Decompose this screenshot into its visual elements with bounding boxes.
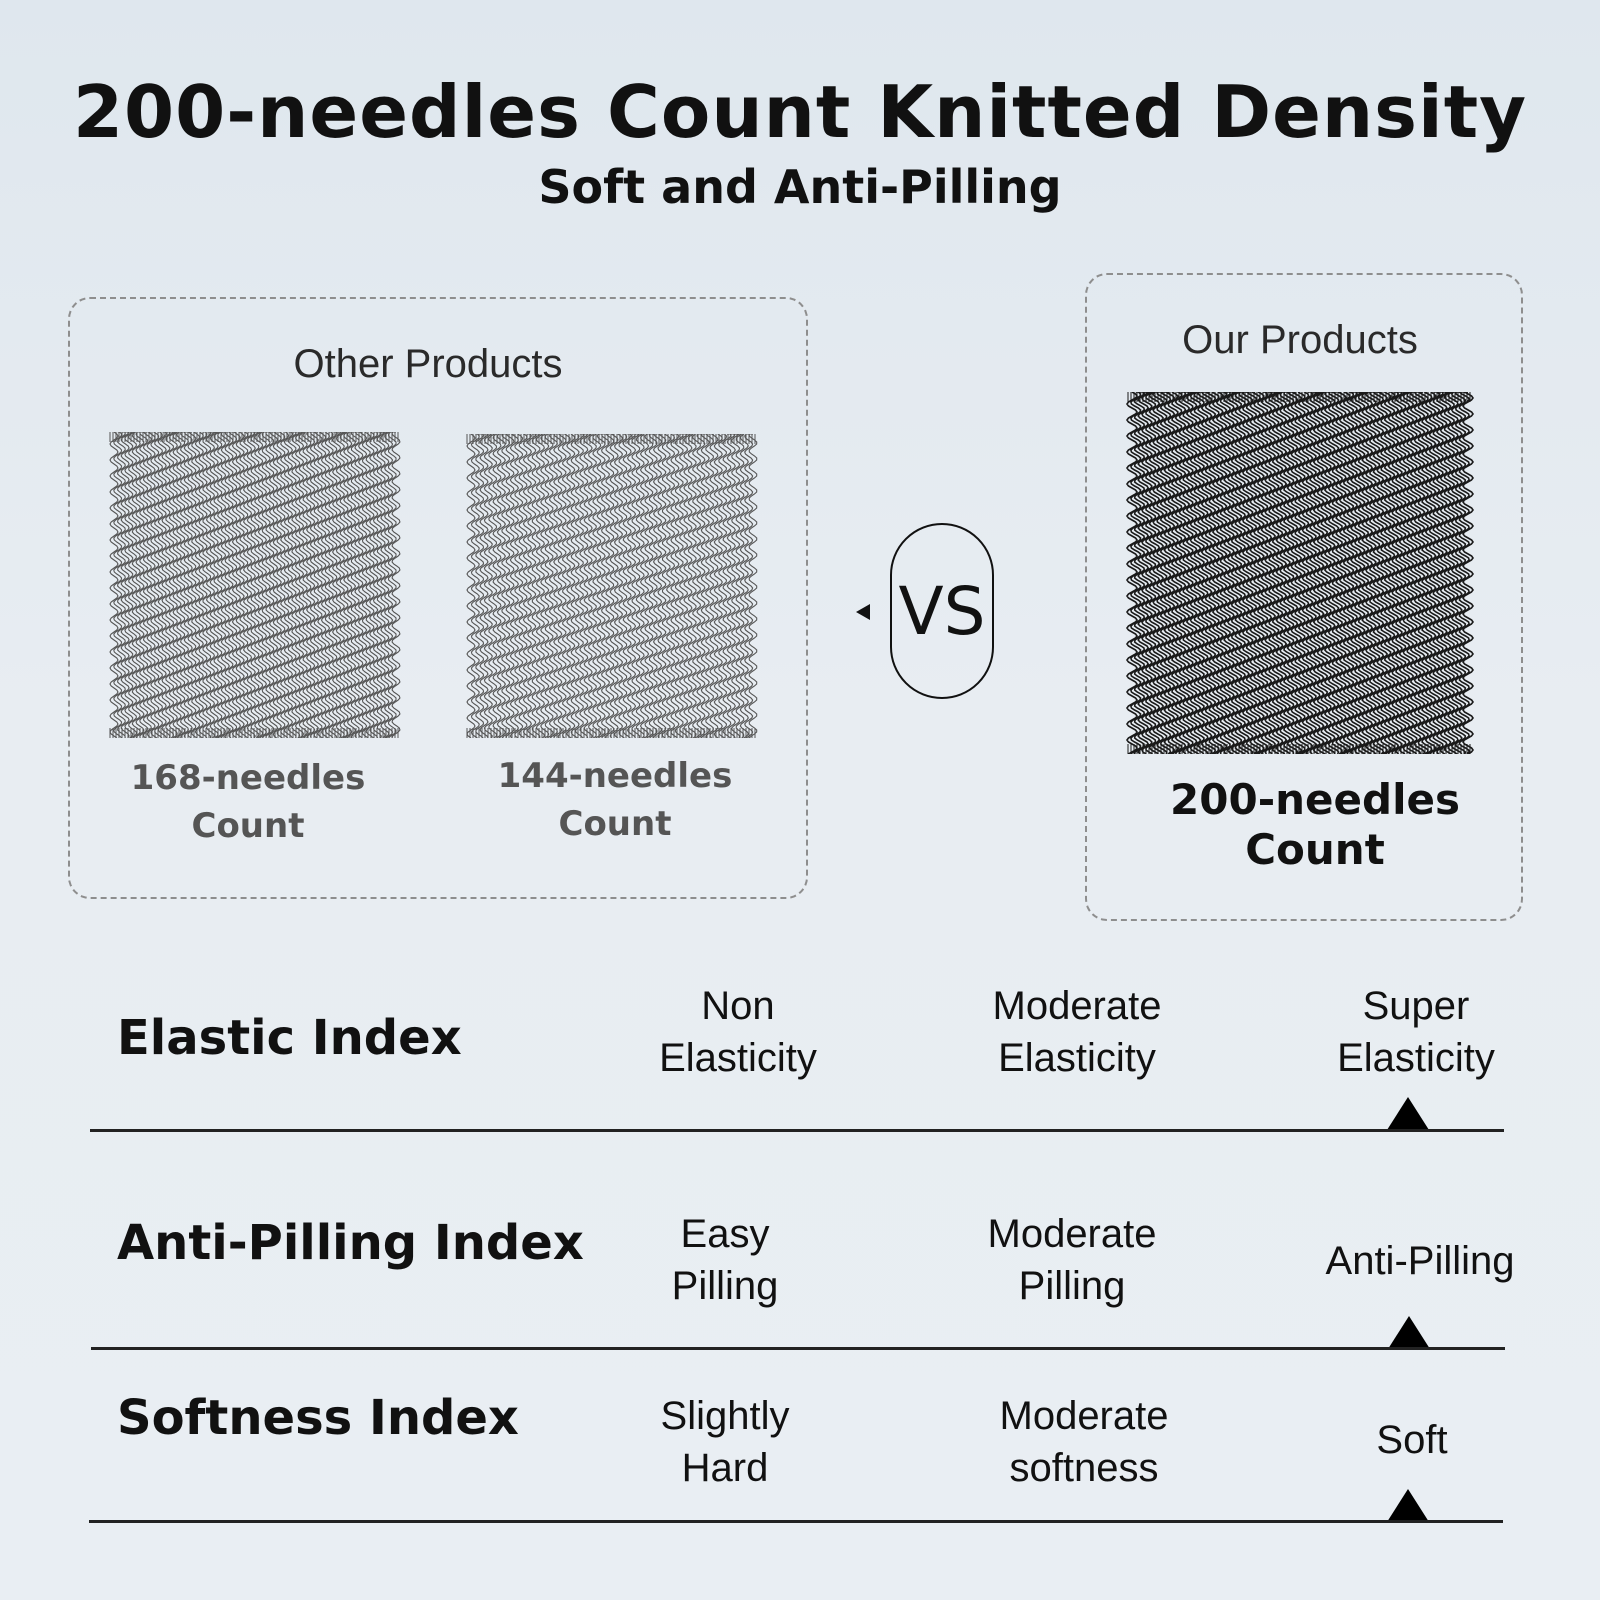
needles-200-line2: Count xyxy=(1245,825,1385,874)
needles-168-line2: Count xyxy=(191,806,305,846)
softness-marker-icon xyxy=(1387,1489,1429,1522)
pilling-scale-line xyxy=(91,1347,1505,1350)
vs-arrow-icon xyxy=(856,604,870,620)
needles-144-line2: Count xyxy=(558,804,672,844)
elastic-level-1-line1: Non xyxy=(701,984,775,1028)
elastic-marker-icon xyxy=(1387,1097,1429,1130)
pilling-level-2-line1: Moderate xyxy=(987,1212,1157,1256)
needles-144-label: 144-needles Count xyxy=(475,752,755,848)
pilling-level-3-line1: Anti-Pilling xyxy=(1325,1239,1515,1283)
pilling-level-1: Easy Pilling xyxy=(595,1208,855,1312)
anti-pilling-index-label: Anti-Pilling Index xyxy=(117,1215,584,1271)
needles-168-line1: 168-needles xyxy=(130,758,366,798)
vs-badge: VS xyxy=(890,523,994,699)
elastic-scale-line xyxy=(90,1129,1504,1132)
page-title: 200-needles Count Knitted Density xyxy=(72,70,1528,154)
fabric-200-needles-image xyxy=(1126,392,1474,754)
softness-level-2: Moderate softness xyxy=(954,1390,1214,1494)
elastic-level-1-line2: Elasticity xyxy=(659,1036,817,1080)
softness-scale-line xyxy=(89,1520,1503,1523)
pilling-level-2-line2: Pilling xyxy=(1018,1264,1126,1308)
elastic-level-2: Moderate Elasticity xyxy=(947,980,1207,1084)
softness-level-1: Slightly Hard xyxy=(595,1390,855,1494)
other-products-label: Other Products xyxy=(293,342,563,386)
needles-200-label: 200-needles Count xyxy=(1145,775,1485,875)
our-products-label: Our Products xyxy=(1182,318,1418,362)
softness-index-label: Softness Index xyxy=(117,1390,519,1446)
softness-level-3-line1: Soft xyxy=(1376,1418,1448,1462)
elastic-level-1: Non Elasticity xyxy=(608,980,868,1084)
needles-144-line1: 144-needles xyxy=(497,756,733,796)
fabric-168-needles-image xyxy=(109,432,401,738)
needles-200-line1: 200-needles xyxy=(1170,775,1460,824)
pilling-level-2: Moderate Pilling xyxy=(942,1208,1202,1312)
pilling-level-3: Anti-Pilling xyxy=(1280,1235,1560,1287)
softness-level-2-line1: Moderate xyxy=(999,1394,1169,1438)
elastic-level-3: Super Elasticity xyxy=(1286,980,1546,1084)
elastic-level-2-line2: Elasticity xyxy=(998,1036,1156,1080)
softness-level-2-line2: softness xyxy=(1009,1446,1159,1490)
vs-text: VS xyxy=(898,572,986,650)
softness-level-1-line2: Hard xyxy=(681,1446,769,1490)
pilling-level-1-line2: Pilling xyxy=(671,1264,779,1308)
pilling-level-1-line1: Easy xyxy=(680,1212,770,1256)
needles-168-label: 168-needles Count xyxy=(108,754,388,850)
softness-level-3: Soft xyxy=(1282,1414,1542,1466)
pilling-marker-icon xyxy=(1388,1316,1430,1349)
elastic-index-label: Elastic Index xyxy=(117,1010,462,1066)
page-subtitle: Soft and Anti-Pilling xyxy=(538,160,1062,214)
other-products-panel xyxy=(68,297,808,899)
elastic-level-3-line1: Super xyxy=(1362,984,1470,1028)
fabric-144-needles-image xyxy=(466,434,758,738)
elastic-level-3-line2: Elasticity xyxy=(1337,1036,1495,1080)
elastic-level-2-line1: Moderate xyxy=(992,984,1162,1028)
softness-level-1-line1: Slightly xyxy=(660,1394,790,1438)
our-products-panel xyxy=(1085,273,1523,921)
